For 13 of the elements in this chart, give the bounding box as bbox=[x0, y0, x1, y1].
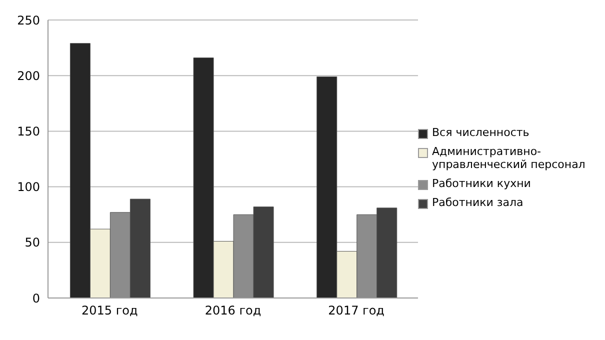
legend-label: Административно-управленческий персонал bbox=[432, 145, 586, 171]
legend-label: Работники кухни bbox=[432, 177, 531, 190]
y-tick-label: 50 bbox=[24, 236, 40, 250]
y-tick-label: 100 bbox=[17, 180, 40, 194]
y-tick-label: 250 bbox=[17, 13, 40, 28]
legend-label: Работники зала bbox=[432, 196, 524, 209]
x-tick-label: 2015 год bbox=[82, 304, 138, 318]
y-tick-label: 150 bbox=[17, 124, 40, 138]
y-tick-label: 200 bbox=[17, 68, 40, 83]
legend-label: Вся численность bbox=[432, 126, 530, 139]
x-tick-label: 2017 год bbox=[328, 304, 384, 318]
x-tick-label: 2016 год bbox=[204, 304, 262, 318]
y-tick-label: 0 bbox=[32, 291, 40, 306]
